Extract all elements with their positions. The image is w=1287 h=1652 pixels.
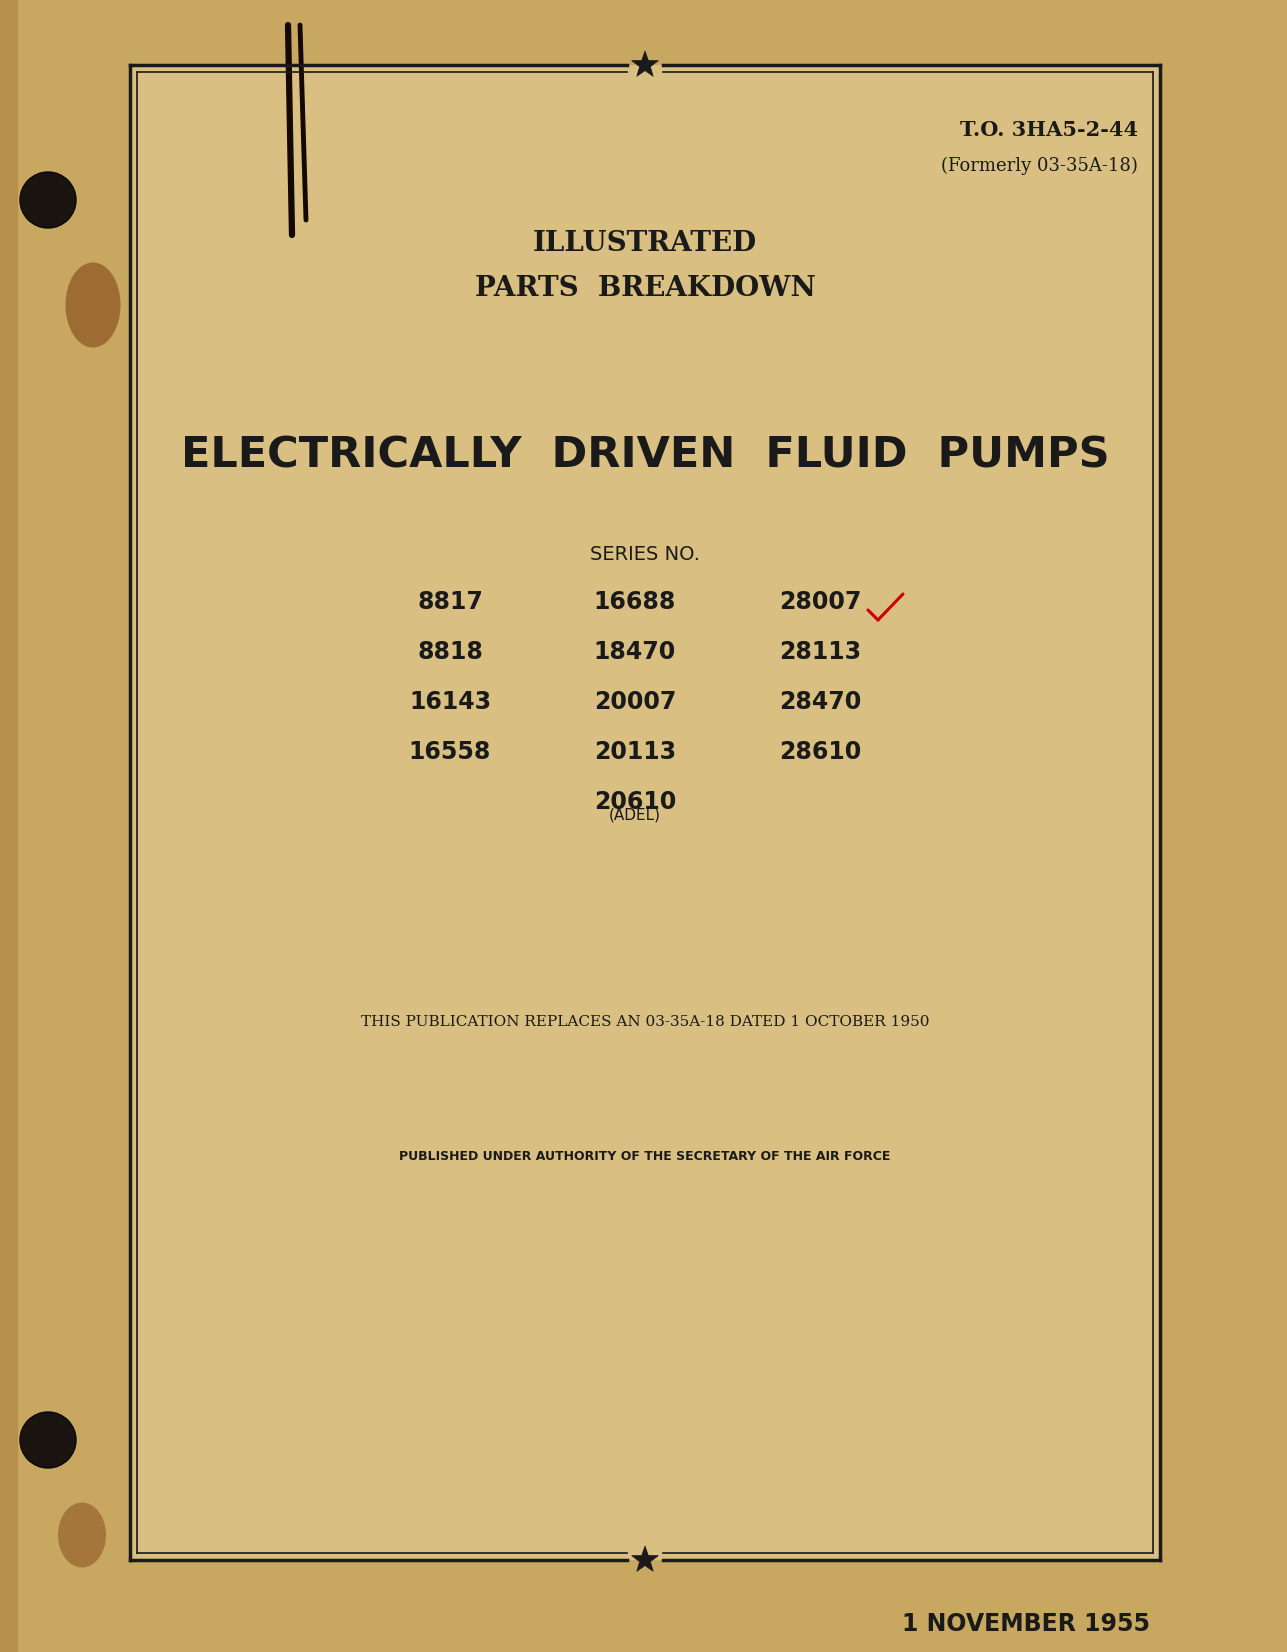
Text: T.O. 3HA5-2-44: T.O. 3HA5-2-44 bbox=[960, 121, 1138, 140]
Text: (ADEL): (ADEL) bbox=[609, 808, 662, 823]
Text: 16143: 16143 bbox=[409, 691, 492, 714]
Ellipse shape bbox=[58, 1503, 106, 1568]
Circle shape bbox=[21, 1412, 76, 1469]
Circle shape bbox=[21, 172, 76, 228]
Text: 8818: 8818 bbox=[417, 639, 483, 664]
Text: 28610: 28610 bbox=[779, 740, 861, 763]
Text: 8817: 8817 bbox=[417, 590, 483, 615]
Text: 20007: 20007 bbox=[593, 691, 676, 714]
Text: 28113: 28113 bbox=[779, 639, 861, 664]
Text: 16688: 16688 bbox=[593, 590, 676, 615]
Text: 16558: 16558 bbox=[409, 740, 492, 763]
Text: SERIES NO.: SERIES NO. bbox=[589, 545, 700, 563]
Polygon shape bbox=[632, 1546, 659, 1571]
Text: ILLUSTRATED: ILLUSTRATED bbox=[533, 230, 757, 258]
Text: 20610: 20610 bbox=[593, 790, 676, 814]
Text: THIS PUBLICATION REPLACES AN 03-35A-18 DATED 1 OCTOBER 1950: THIS PUBLICATION REPLACES AN 03-35A-18 D… bbox=[360, 1014, 929, 1029]
Polygon shape bbox=[632, 51, 659, 76]
Text: PARTS  BREAKDOWN: PARTS BREAKDOWN bbox=[475, 274, 816, 302]
Ellipse shape bbox=[66, 263, 121, 347]
Text: ELECTRICALLY  DRIVEN  FLUID  PUMPS: ELECTRICALLY DRIVEN FLUID PUMPS bbox=[180, 434, 1109, 477]
Text: 1 NOVEMBER 1955: 1 NOVEMBER 1955 bbox=[902, 1612, 1151, 1635]
Text: 28007: 28007 bbox=[779, 590, 861, 615]
Bar bbox=[0, 0, 18, 1652]
Text: PUBLISHED UNDER AUTHORITY OF THE SECRETARY OF THE AIR FORCE: PUBLISHED UNDER AUTHORITY OF THE SECRETA… bbox=[399, 1150, 891, 1163]
Text: 20113: 20113 bbox=[593, 740, 676, 763]
Bar bbox=[130, 64, 1160, 1559]
Text: (Formerly 03-35A-18): (Formerly 03-35A-18) bbox=[941, 157, 1138, 175]
Text: 18470: 18470 bbox=[593, 639, 676, 664]
Text: 28470: 28470 bbox=[779, 691, 861, 714]
